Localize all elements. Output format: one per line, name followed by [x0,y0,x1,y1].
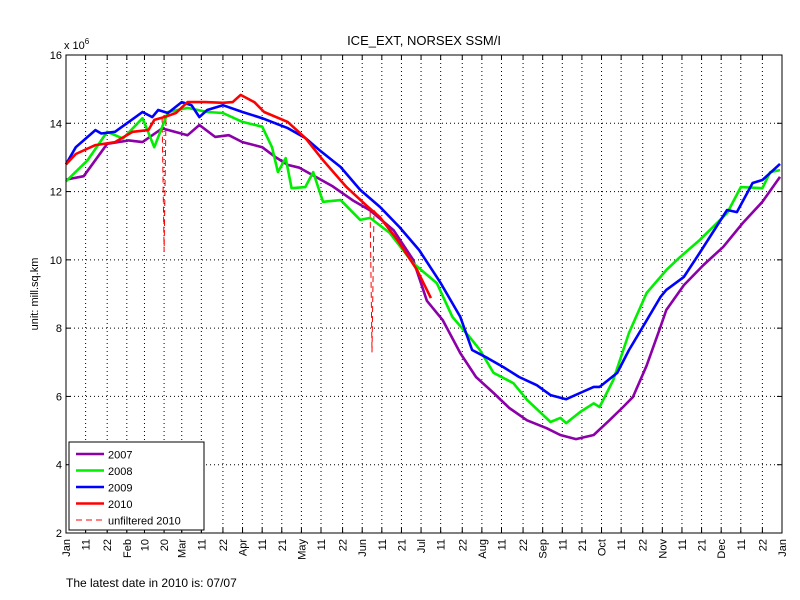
x-tick-label: 21 [396,539,408,551]
x-tick-label: Jan [61,539,73,557]
x-tick-label: 11 [316,539,328,550]
series-group [64,93,782,441]
x-tick-label: Nov [657,539,669,559]
x-tick-label: 21 [577,539,589,551]
y-tick-label: 16 [50,50,62,62]
grid [66,55,782,533]
series-line-2010 [65,93,433,299]
legend: 2007 2008 2009 2010 unfiltered 2010 [68,441,205,531]
x-tick-label: 20 [159,539,171,551]
x-tick-label: Oct [597,539,609,556]
series-line-2009 [64,100,781,401]
x-tick-label: Feb [122,539,134,558]
plot-frame [65,54,783,534]
legend-label: 2008 [108,466,132,478]
x-tick-label: 10 [139,539,151,551]
legend-label: 2010 [108,499,132,511]
x-tick-label: 11 [196,539,208,550]
x-tick-label: 21 [697,539,709,551]
x-tick-label: Dec [716,539,728,559]
y-tick-label: 8 [56,323,62,335]
y-multiplier-exponent: 6 [85,37,90,46]
y-axis-label: unit: mill.sq.km [29,258,41,331]
x-tick-label: 22 [457,539,469,551]
x-tick-label: Sep [538,539,550,559]
x-tick-label: 22 [518,539,530,551]
y-tick-label: 6 [56,391,62,403]
chart-title: ICE_EXT, NORSEX SSM/I [347,33,501,48]
x-tick-label: 11 [436,539,448,550]
axes: Jan 11 22 Feb 10 20 Mar 11 22 Apr 11 21 May 11 22 Jun 11… [50,50,789,560]
x-tick-label: Mar [177,539,189,558]
x-tick-label: Aug [477,539,489,559]
x-tick-label: Jan [777,539,789,557]
y-tick-label: 14 [50,118,62,130]
x-tick-label: 11 [736,539,748,550]
series-line-2007 [65,123,782,441]
series-line-unfiltered-2010 [65,94,432,353]
x-tick-label: 22 [338,539,350,551]
x-tick-label: 11 [557,539,569,550]
x-tick-label: May [296,539,308,560]
x-tick-label: 22 [757,539,769,551]
x-tick-label: 11 [616,539,628,550]
y-tick-label: 12 [50,187,62,199]
y-multiplier: x 106 [64,37,90,52]
legend-label: 2007 [108,450,132,462]
x-tick-label: Jun [357,539,369,557]
x-tick-label: Jul [416,539,428,553]
legend-label: 2009 [108,483,132,495]
y-tick-label: 2 [56,528,62,540]
x-tick-label: 22 [102,539,114,551]
x-tick-label: 11 [677,539,689,550]
y-tick-label: 4 [56,460,62,472]
x-tick-label: 22 [218,539,230,551]
x-tick-label: 21 [277,539,289,551]
x-tick-label: 11 [257,539,269,550]
y-tick-label: 10 [50,255,62,267]
x-tick-label: 11 [377,539,389,550]
x-tick-label: 11 [496,539,508,550]
latest-date-note: The latest date in 2010 is: 07/07 [66,576,237,590]
x-tick-label: 22 [638,539,650,551]
legend-label: unfiltered 2010 [108,516,181,528]
series-line-2008 [65,106,781,425]
x-tick-label: 11 [81,539,93,550]
x-tick-label: Apr [238,539,250,556]
